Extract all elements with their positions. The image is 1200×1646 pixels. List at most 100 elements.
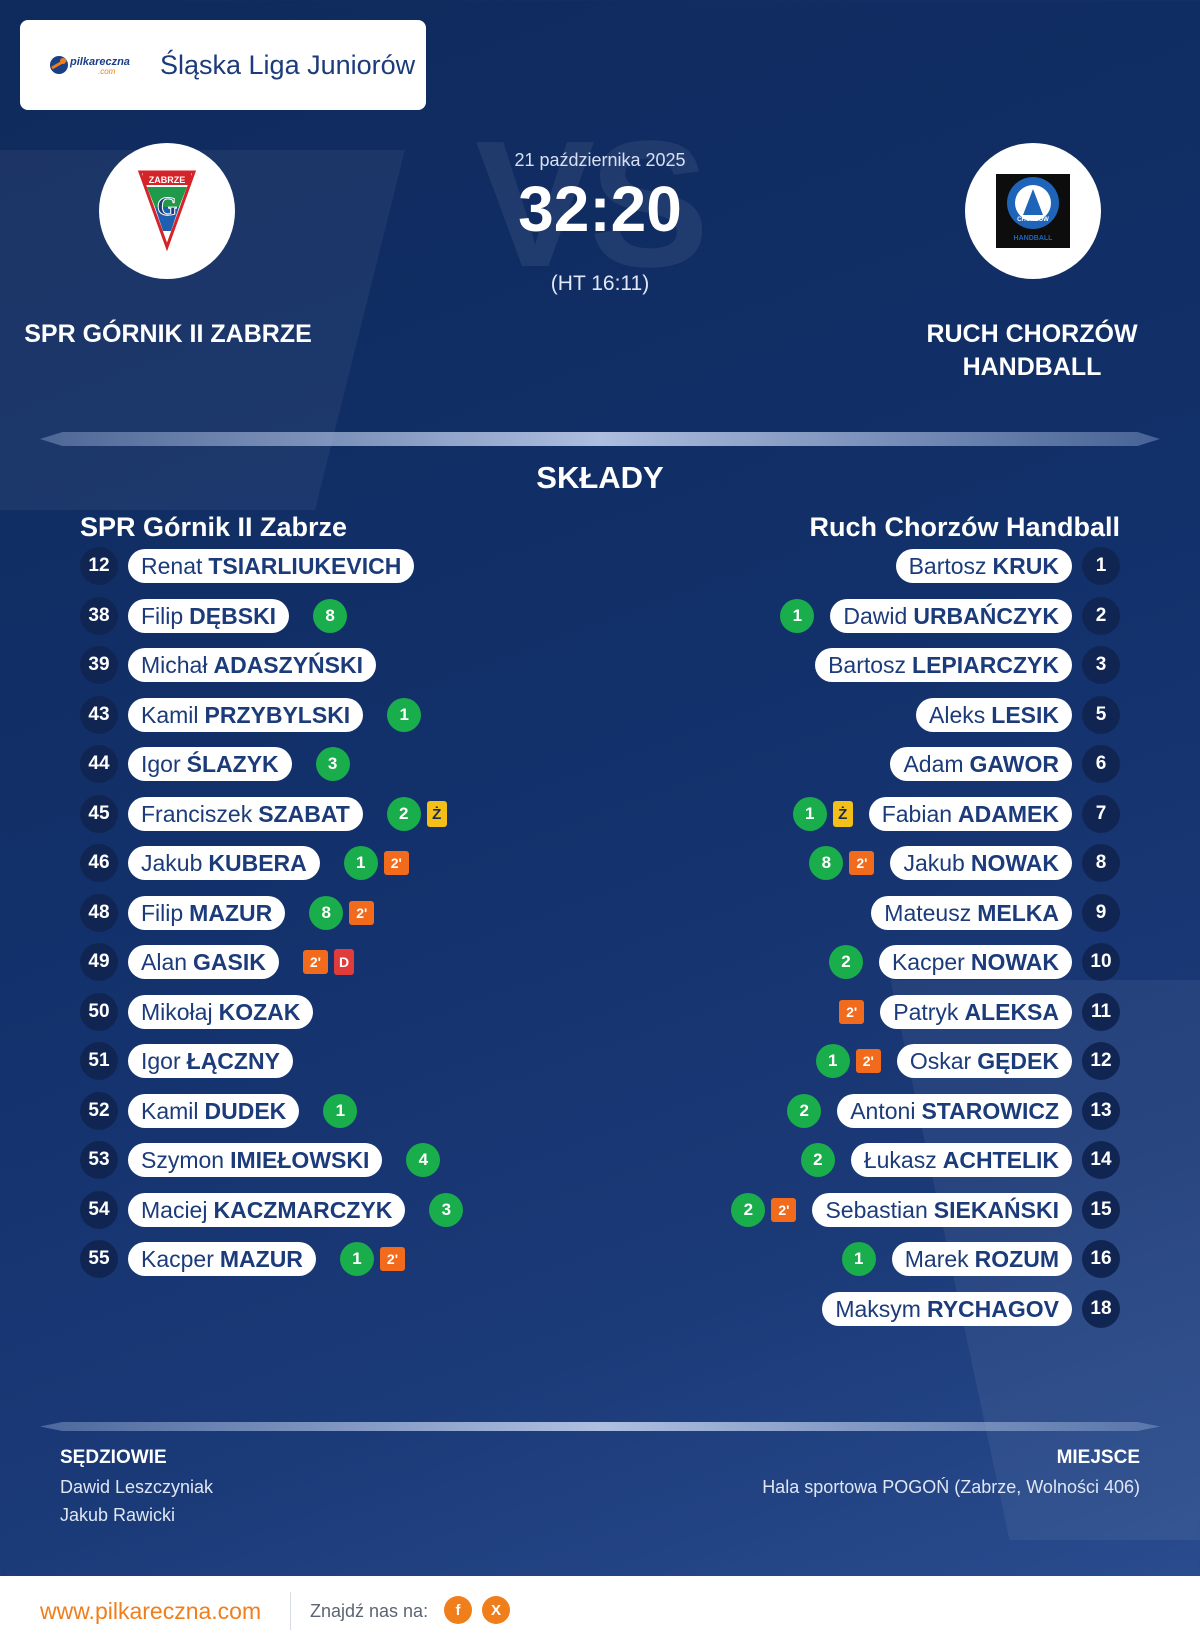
player-row[interactable]: Bartosz LEPIARCZYK 3 [815, 646, 1120, 684]
brand-logo[interactable]: pilkareczna .com [48, 52, 144, 78]
player-row[interactable]: Mateusz MELKA 9 [871, 894, 1120, 932]
player-last-name: KACZMARCZYK [213, 1196, 393, 1223]
player-name-pill[interactable]: Filip MAZUR [128, 896, 286, 930]
player-row[interactable]: 51 Igor ŁĄCZNY [80, 1042, 293, 1080]
player-number: 10 [1082, 943, 1120, 981]
away-team-logo[interactable]: CHORZÓW HANDBALL [965, 143, 1101, 279]
player-row[interactable]: 1 2' Oskar GĘDEK 12 [815, 1042, 1120, 1080]
player-name-pill[interactable]: Maciej KACZMARCZYK [128, 1193, 406, 1227]
player-row[interactable]: 8 2' Jakub NOWAK 8 [809, 844, 1120, 882]
player-row[interactable]: 49 Alan GASIK 2' D [80, 943, 355, 981]
player-row[interactable]: 52 Kamil DUDEK 1 [80, 1092, 358, 1130]
player-name-pill[interactable]: Mateusz MELKA [871, 896, 1072, 930]
player-name-pill[interactable]: Michał ADASZYŃSKI [128, 648, 376, 682]
player-name-pill[interactable]: Mikołaj KOZAK [128, 995, 314, 1029]
player-row[interactable]: 44 Igor ŚLAZYK 3 [80, 745, 350, 783]
player-row[interactable]: 2 Kacper NOWAK 10 [828, 943, 1120, 981]
player-name-pill[interactable]: Maksym RYCHAGOV [822, 1292, 1072, 1326]
player-number: 2 [1082, 597, 1120, 635]
player-row[interactable]: 50 Mikołaj KOZAK [80, 993, 314, 1031]
site-link[interactable]: www.pilkareczna.com [40, 1598, 262, 1624]
player-last-name: ADAMEK [958, 800, 1059, 827]
player-last-name: KRUK [992, 552, 1059, 579]
player-number: 12 [80, 547, 118, 585]
player-name-pill[interactable]: Filip DĘBSKI [128, 599, 290, 633]
player-number: 6 [1082, 745, 1120, 783]
player-row[interactable]: 46 Jakub KUBERA 1 2' [80, 844, 409, 882]
player-row[interactable]: 48 Filip MAZUR 8 2' [80, 894, 375, 932]
player-first-name: Oskar [909, 1047, 972, 1074]
player-row[interactable]: 2 2' Sebastian SIEKAŃSKI 15 [731, 1191, 1120, 1229]
player-name-pill[interactable]: Szymon IMIEŁOWSKI [128, 1143, 383, 1177]
player-row[interactable]: 43 Kamil PRZYBYLSKI 1 [80, 696, 422, 734]
player-row[interactable]: 39 Michał ADASZYŃSKI [80, 646, 376, 684]
player-number: 38 [80, 597, 118, 635]
player-last-name: GASIK [193, 948, 266, 975]
home-team-logo[interactable]: ZABRZE G [99, 143, 235, 279]
player-first-name: Bartosz [908, 552, 987, 579]
player-row[interactable]: 1 Dawid URBAŃCZYK 2 [780, 597, 1120, 635]
player-name-pill[interactable]: Kacper MAZUR [128, 1242, 316, 1276]
league-header: pilkareczna .com Śląska Liga Juniorów [20, 20, 426, 110]
goals-badge: 2 [828, 945, 863, 979]
player-row[interactable]: 55 Kacper MAZUR 1 2' [80, 1240, 406, 1278]
facebook-icon[interactable]: f [444, 1596, 472, 1624]
player-row[interactable]: 1 Ż Fabian ADAMEK 7 [792, 795, 1120, 833]
player-row[interactable]: 54 Maciej KACZMARCZYK 3 [80, 1191, 464, 1229]
player-name-pill[interactable]: Patryk ALEKSA [880, 995, 1072, 1029]
player-last-name: MELKA [977, 899, 1059, 926]
player-name-pill[interactable]: Bartosz KRUK [895, 549, 1072, 583]
player-name-pill[interactable]: Alan GASIK [128, 945, 279, 979]
player-name-pill[interactable]: Jakub NOWAK [890, 846, 1072, 880]
player-last-name: PRZYBYLSKI [204, 701, 351, 728]
player-last-name: NOWAK [970, 849, 1059, 876]
player-name-pill[interactable]: Kamil DUDEK [128, 1094, 300, 1128]
player-name-pill[interactable]: Aleks LESIK [916, 698, 1072, 732]
player-row[interactable]: Adam GAWOR 6 [890, 745, 1120, 783]
player-row[interactable]: Bartosz KRUK 1 [895, 547, 1120, 585]
player-name-pill[interactable]: Łukasz ACHTELIK [850, 1143, 1072, 1177]
player-name-pill[interactable]: Antoni STAROWICZ [837, 1094, 1072, 1128]
player-name-pill[interactable]: Marek ROZUM [891, 1242, 1072, 1276]
suspension-badge: 2' [302, 950, 329, 974]
away-logo-text: CHORZÓW [1017, 215, 1049, 223]
player-row[interactable]: 2' Patryk ALEKSA 11 [839, 993, 1120, 1031]
x-icon[interactable]: X [482, 1596, 510, 1624]
player-name-pill[interactable]: Dawid URBAŃCZYK [830, 599, 1072, 633]
player-row[interactable]: Aleks LESIK 5 [916, 696, 1120, 734]
venue-label: MIEJSCE [1056, 1447, 1140, 1468]
player-number: 9 [1082, 894, 1120, 932]
player-name-pill[interactable]: Igor ŁĄCZNY [128, 1044, 293, 1078]
player-row[interactable]: 2 Antoni STAROWICZ 13 [787, 1092, 1120, 1130]
player-name-pill[interactable]: Renat TSIARLIUKEVICH [128, 549, 415, 583]
player-number: 50 [80, 993, 118, 1031]
player-name-pill[interactable]: Franciszek SZABAT [128, 797, 363, 831]
player-row[interactable]: Maksym RYCHAGOV 18 [822, 1290, 1120, 1328]
player-row[interactable]: 38 Filip DĘBSKI 8 [80, 597, 348, 635]
player-name-pill[interactable]: Kacper NOWAK [878, 945, 1072, 979]
player-name-pill[interactable]: Bartosz LEPIARCZYK [815, 648, 1072, 682]
goals-badge: 1 [780, 599, 815, 633]
home-logo-text: ZABRZE [149, 175, 186, 185]
player-row[interactable]: 53 Szymon IMIEŁOWSKI 4 [80, 1141, 441, 1179]
player-name-pill[interactable]: Adam GAWOR [890, 747, 1072, 781]
player-name-pill[interactable]: Kamil PRZYBYLSKI [128, 698, 364, 732]
player-name-pill[interactable]: Jakub KUBERA [128, 846, 320, 880]
player-first-name: Maciej [141, 1196, 208, 1223]
player-row[interactable]: 1 Marek ROZUM 16 [841, 1240, 1120, 1278]
player-first-name: Antoni [850, 1097, 916, 1124]
player-row[interactable]: 2 Łukasz ACHTELIK 14 [800, 1141, 1120, 1179]
player-name-pill[interactable]: Oskar GĘDEK [896, 1044, 1072, 1078]
player-number: 39 [80, 646, 118, 684]
player-number: 12 [1082, 1042, 1120, 1080]
player-name-pill[interactable]: Igor ŚLAZYK [128, 747, 292, 781]
player-number: 11 [1082, 993, 1120, 1031]
player-number: 3 [1082, 646, 1120, 684]
player-row[interactable]: 12 Renat TSIARLIUKEVICH [80, 547, 415, 585]
player-name-pill[interactable]: Fabian ADAMEK [868, 797, 1072, 831]
goals-badge: 2 [787, 1094, 822, 1128]
player-number: 45 [80, 795, 118, 833]
player-row[interactable]: 45 Franciszek SZABAT 2 Ż [80, 795, 447, 833]
suspension-badge: 2' [771, 1198, 797, 1222]
player-name-pill[interactable]: Sebastian SIEKAŃSKI [812, 1193, 1072, 1227]
